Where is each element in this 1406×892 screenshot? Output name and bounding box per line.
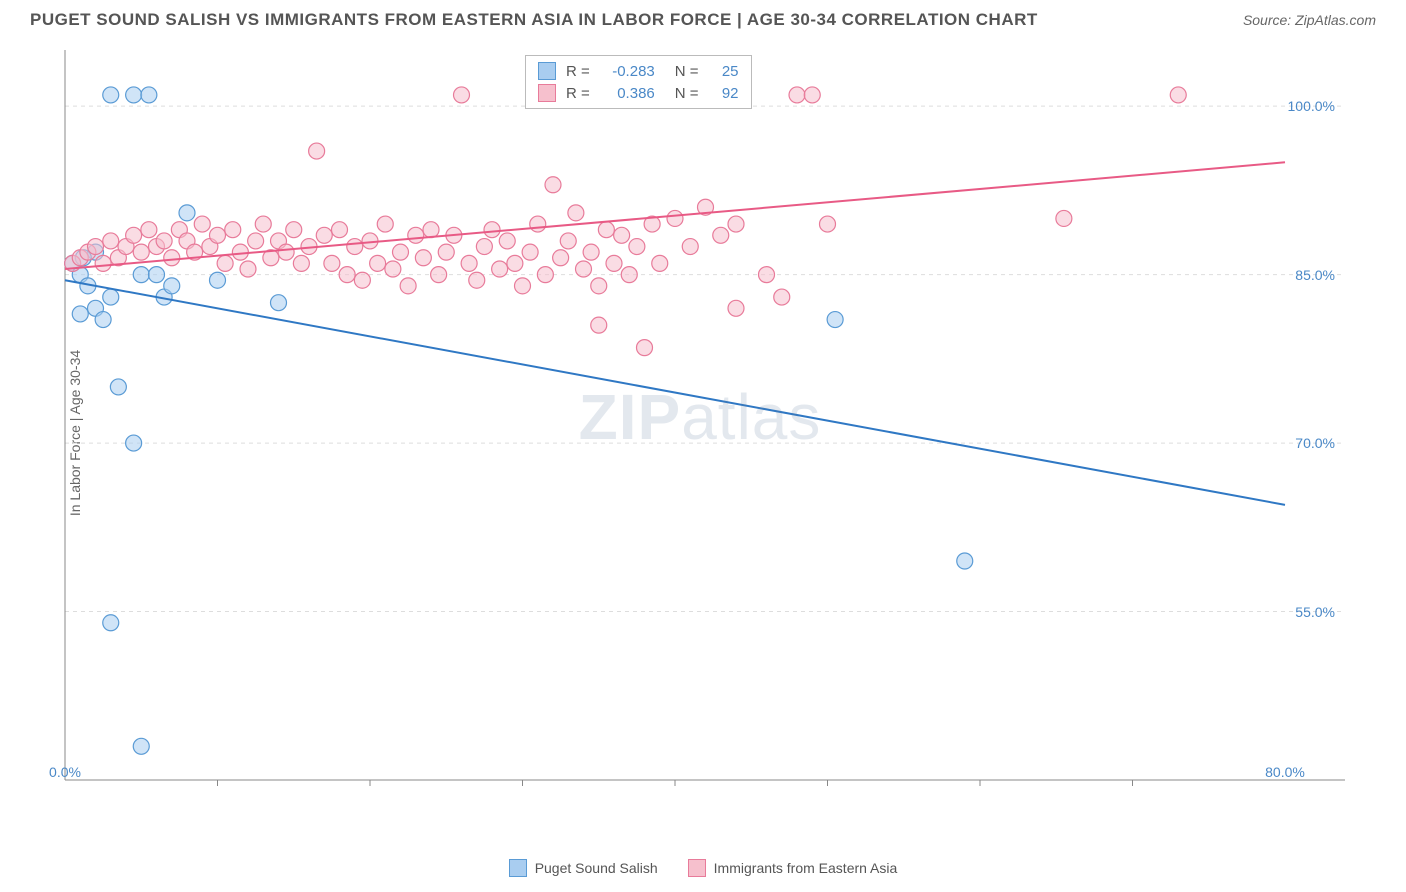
legend-item: Immigrants from Eastern Asia: [688, 859, 898, 877]
scatter-plot: [55, 45, 1345, 820]
chart-area: In Labor Force | Age 30-34 ZIPatlas 55.0…: [55, 45, 1345, 820]
correlation-legend: R =-0.283N =25R =0.386N =92: [525, 55, 752, 109]
source-label: Source: ZipAtlas.com: [1243, 12, 1376, 28]
y-tick-label: 100.0%: [1288, 98, 1335, 114]
chart-title: PUGET SOUND SALISH VS IMMIGRANTS FROM EA…: [30, 10, 1038, 30]
legend-row: R =-0.283N =25: [538, 60, 739, 82]
y-tick-label: 70.0%: [1295, 435, 1335, 451]
y-tick-label: 85.0%: [1295, 267, 1335, 283]
y-tick-label: 55.0%: [1295, 604, 1335, 620]
bottom-legend: Puget Sound Salish Immigrants from Easter…: [0, 859, 1406, 877]
x-tick-label: 0.0%: [49, 764, 81, 780]
legend-item: Puget Sound Salish: [509, 859, 658, 877]
x-tick-label: 80.0%: [1265, 764, 1305, 780]
legend-row: R =0.386N =92: [538, 82, 739, 104]
